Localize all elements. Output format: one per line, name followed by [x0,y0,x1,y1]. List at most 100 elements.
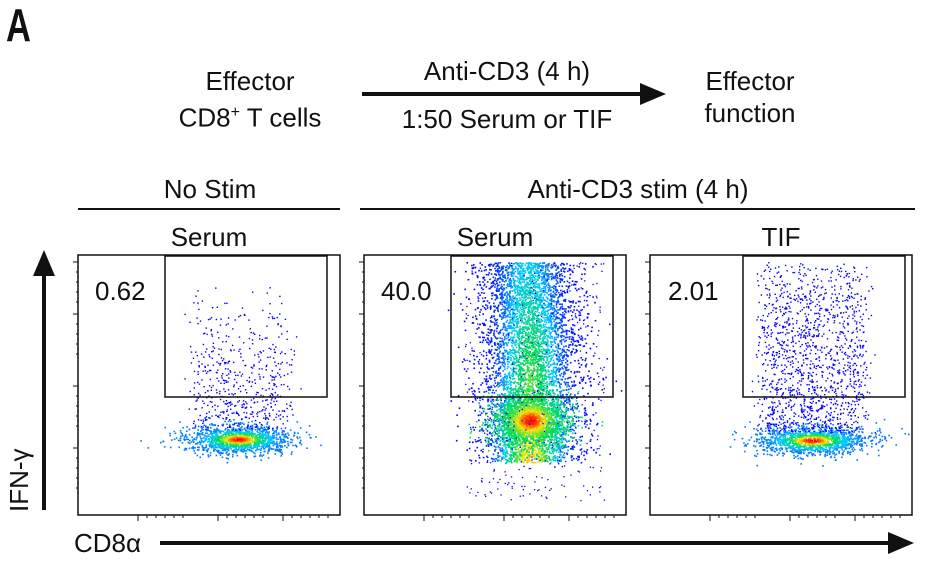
scatter-dot-panel-3 [800,333,802,336]
scatter-dot-panel-3 [779,438,781,440]
scatter-dot-panel-3 [794,350,796,352]
scatter-dot-panel-3 [797,439,799,442]
scatter-dot-panel-3 [851,287,853,289]
scatter-dot-panel-1 [254,439,256,442]
scatter-dot-panel-3 [834,454,836,456]
scatter-dot-panel-3 [854,342,856,344]
scatter-dot-panel-1 [219,440,222,443]
scatter-dot-panel-3 [816,410,819,413]
scatter-dot-panel-1 [223,448,225,450]
scatter-dot-panel-3 [756,440,758,443]
scatter-dot-panel-1 [233,385,235,388]
scatter-dot-panel-1 [281,361,283,364]
scatter-dot-panel-3 [817,433,820,435]
scatter-dot-panel-3 [816,303,818,306]
scatter-dot-panel-1 [263,434,265,437]
scatter-dot-panel-3 [797,433,799,435]
scatter-dot-panel-1 [270,438,273,440]
scatter-dot-panel-3 [808,440,811,442]
scatter-dot-panel-3 [782,296,784,299]
scatter-dot-panel-3 [811,393,813,395]
scatter-dot-panel-1 [243,431,245,434]
scatter-dot-panel-3 [866,391,869,393]
scatter-dot-panel-3 [812,301,814,303]
scatter-dot-panel-3 [838,441,840,444]
scatter-dot-panel-3 [844,448,847,450]
scatter-dot-panel-3 [841,402,844,404]
scatter-dot-panel-1 [266,429,268,431]
scatter-dot-panel-3 [826,404,828,406]
scatter-dot-panel-3 [758,442,760,444]
scatter-dot-panel-3 [760,427,762,430]
scatter-dot-panel-3 [855,433,858,436]
scatter-dot-panel-3 [809,401,811,404]
scatter-dot-panel-3 [818,438,821,441]
scatter-dot-panel-3 [832,316,834,319]
scatter-dot-panel-3 [784,308,787,310]
scatter-dot-panel-1 [224,440,226,442]
scatter-dot-panel-1 [213,347,216,349]
scatter-dot-panel-3 [806,326,808,328]
scatter-dot-panel-3 [828,352,830,354]
scatter-dot-panel-1 [235,412,238,415]
scatter-dot-panel-1 [270,399,273,401]
group-rule-right [360,208,915,210]
scatter-dot-panel-1 [217,429,220,432]
scatter-dot-panel-3 [798,436,801,439]
scatter-dot-panel-3 [777,271,780,273]
scatter-dot-panel-3 [807,441,809,444]
scatter-dot-panel-3 [779,295,781,298]
scatter-dot-panel-1 [198,366,200,368]
scatter-dot-panel-1 [248,417,250,419]
scatter-dot-panel-1 [275,375,277,378]
scatter-dot-panel-3 [855,328,858,330]
scatter-dot-panel-1 [204,351,207,353]
scatter-dot-panel-3 [809,422,811,424]
scatter-dot-panel-1 [257,439,259,441]
scatter-dot-panel-3 [803,410,805,413]
scatter-dot-panel-1 [224,437,226,440]
scatter-dot-panel-3 [814,312,816,315]
scatter-dot-panel-3 [780,332,782,334]
scatter-dot-panel-1 [280,325,282,327]
scatter-dot-panel-3 [841,351,843,353]
scatter-dot-panel-3 [841,445,844,448]
scatter-dot-panel-2 [468,447,471,450]
scatter-dot-panel-1 [239,314,242,317]
scatter-dot-panel-3 [793,439,795,441]
scatter-dot-panel-3 [784,349,786,351]
scatter-dot-panel-3 [790,311,792,313]
scatter-dot-panel-1 [223,446,226,448]
scatter-dot-panel-3 [767,426,769,428]
scatter-dot-panel-3 [804,440,807,442]
scatter-dot-panel-3 [831,366,833,369]
scatter-dot-panel-1 [215,429,217,431]
scatter-dot-panel-3 [856,436,859,439]
scatter-dot-panel-2 [560,339,563,341]
scatter-dot-panel-3 [833,452,835,454]
scatter-dot-panel-3 [778,400,780,402]
scatter-dot-panel-3 [797,441,799,443]
scatter-dot-panel-3 [817,426,819,428]
scatter-dot-panel-1 [241,422,244,424]
scatter-dot-panel-3 [860,339,863,342]
scatter-dot-panel-3 [853,355,855,357]
scatter-dot-panel-3 [770,423,773,425]
scatter-dot-panel-1 [210,446,213,449]
scatter-dot-panel-1 [239,390,242,393]
scatter-dot-panel-3 [848,366,850,369]
scatter-dot-panel-1 [255,425,258,428]
scatter-dot-panel-3 [794,299,796,301]
scatter-dot-panel-3 [779,276,781,278]
scatter-dot-panel-1 [296,437,299,440]
scatter-dot-panel-1 [226,409,228,411]
scatter-dot-panel-1 [262,447,265,450]
scatter-dot-panel-3 [809,372,811,375]
scatter-dot-panel-1 [268,425,271,428]
scatter-dot-panel-3 [756,453,759,455]
scatter-dot-panel-2 [509,310,511,312]
scatter-dot-panel-3 [814,450,816,452]
scatter-dot-panel-1 [231,403,233,405]
scatter-dot-panel-1 [259,378,261,380]
scatter-dot-panel-3 [810,434,812,436]
